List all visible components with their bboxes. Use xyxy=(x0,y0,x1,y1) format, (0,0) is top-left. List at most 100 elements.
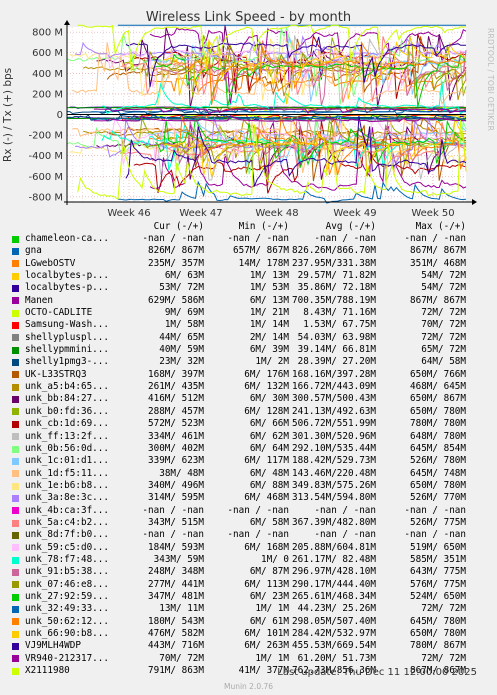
legend-avg-value: 237.95M/331.38M xyxy=(292,257,376,269)
legend-min-value: -nan / -nan xyxy=(227,504,289,516)
legend-avg-value: -nan / -nan xyxy=(314,504,376,516)
legend-swatch xyxy=(12,309,19,317)
legend-swatch xyxy=(12,519,19,527)
series-line xyxy=(149,121,467,191)
legend-swatch xyxy=(12,334,19,342)
legend-cur-value: 443M/ 716M xyxy=(148,640,204,652)
legend-avg-value: 143.46M/220.48M xyxy=(292,467,376,479)
legend-cur-value: 13M/ 11M xyxy=(159,603,204,615)
legend-series-name: unk_5a:c4:b2... xyxy=(25,516,109,528)
legend-avg-value: 28.39M/ 27.20M xyxy=(297,356,376,368)
legend-row: unk_91:b5:38... 248M/ 348M 6M/ 87M 296.97M/… xyxy=(12,566,492,578)
legend-cur-value: 1M/ 58M xyxy=(164,319,204,331)
legend-max-value: 65M/ 72M xyxy=(421,344,466,356)
legend-series-name: unk_0b:56:0d... xyxy=(25,442,109,454)
legend-cur-value: 791M/ 863M xyxy=(148,665,204,677)
legend-cur-value: 6M/ 63M xyxy=(164,270,204,282)
legend-swatch xyxy=(12,433,19,441)
legend-row: unk_1d:f5:11... 38M/ 48M 6M/ 48M 143.46M/22… xyxy=(12,468,492,480)
legend-avg-value: 284.42M/532.97M xyxy=(292,628,376,639)
legend-cur-value: 168M/ 397M xyxy=(148,368,204,380)
legend-swatch xyxy=(12,457,19,465)
legend-max-value: 650M/ 867M xyxy=(410,393,466,405)
legend-avg-value: 300.57M/500.43M xyxy=(292,393,376,405)
legend-max-value: -nan / -nan xyxy=(404,529,466,541)
series-line xyxy=(77,24,467,73)
legend-max-value: 64M/ 58M xyxy=(421,356,466,368)
legend-swatch xyxy=(12,568,19,576)
legend-min-value: 41M/ 377M xyxy=(238,665,289,677)
legend-min-value: 6M/ 39M xyxy=(249,344,289,356)
legend-avg-value: 261.17M/ 82.48M xyxy=(292,553,376,565)
legend-max-value: 576M/ 775M xyxy=(410,578,466,590)
legend-row: unk_ff:13:2f... 334M/ 461M 6M/ 62M 301.30M/… xyxy=(12,431,492,443)
legend-avg-value: 313.54M/594.80M xyxy=(292,492,376,504)
legend-min-value: 1M/ 53M xyxy=(249,282,289,294)
legend-swatch xyxy=(12,605,19,613)
legend-max-value: 54M/ 72M xyxy=(421,270,466,282)
legend-min-value: 6M/ 30M xyxy=(249,393,289,405)
legend-series-name: unk_66:90:b8... xyxy=(25,628,109,639)
legend-avg-value: 166.72M/443.09M xyxy=(292,381,376,393)
legend-series-name: unk_07:46:e8... xyxy=(25,578,109,590)
legend-min-value: 2M/ 14M xyxy=(249,331,289,343)
legend-row: LGwebOSTV 235M/ 357M 14M/ 178M 237.95M/331.… xyxy=(12,258,492,270)
x-tick-label: Week 49 xyxy=(333,208,376,219)
legend-swatch xyxy=(12,383,19,391)
legend-series-name: gna xyxy=(25,245,42,257)
legend-series-name: unk_ff:13:2f... xyxy=(25,430,109,442)
legend-row: unk_8d:7f:b0... -nan / -nan -nan / -nan -na… xyxy=(12,529,492,541)
legend-min-value: 6M/ 132M xyxy=(244,381,289,393)
series-line xyxy=(125,115,467,187)
legend-swatch xyxy=(12,494,19,502)
legend-series-name: unk_1e:b6:b8... xyxy=(25,479,109,491)
legend-row: shellypluspl... 44M/ 65M 2M/ 14M 54.03M/ 63… xyxy=(12,332,492,344)
legend-series-name: Samsung-Wash... xyxy=(25,319,109,331)
legend-series-name: OCTO-CADLITE xyxy=(25,307,93,319)
legend-series-name: unk_8d:7f:b0... xyxy=(25,529,109,541)
legend-row: unk_4b:ca:3f... -nan / -nan -nan / -nan -na… xyxy=(12,505,492,517)
legend-swatch xyxy=(12,297,19,305)
legend-row: unk_07:46:e8... 277M/ 441M 6M/ 113M 290.17M… xyxy=(12,579,492,591)
legend-min-value: -nan / -nan xyxy=(227,529,289,541)
y-tick-label: 800 M xyxy=(32,28,63,39)
legend-min-value: 6M/ 263M xyxy=(244,640,289,652)
legend-max-value: 519M/ 650M xyxy=(410,541,466,553)
legend-series-name: unk_b0:fd:36... xyxy=(25,405,109,417)
legend-min-value: 6M/ 468M xyxy=(244,492,289,504)
legend-cur-value: -nan / -nan xyxy=(142,233,204,244)
series-line xyxy=(147,36,467,102)
legend-row: unk_a5:b4:65... 261M/ 435M 6M/ 132M 166.72M… xyxy=(12,381,492,393)
legend-series-name: unk_4b:ca:3f... xyxy=(25,504,109,516)
legend-series-name: unk_3a:8e:3c... xyxy=(25,492,109,504)
legend-cur-value: 476M/ 582M xyxy=(148,628,204,639)
legend-cur-value: 314M/ 595M xyxy=(148,492,204,504)
series-line xyxy=(101,81,467,115)
legend-swatch xyxy=(12,248,19,256)
legend-cur-value: 343M/ 515M xyxy=(148,516,204,528)
legend-cur-value: 248M/ 348M xyxy=(148,566,204,578)
legend-max-value: 524M/ 650M xyxy=(410,590,466,602)
legend-series-name: shellypmmini... xyxy=(25,344,109,356)
legend-cur-value: 288M/ 457M xyxy=(148,405,204,417)
legend-row: UK-L33STRQ3 168M/ 397M 6M/ 176M 168.16M/397… xyxy=(12,369,492,381)
legend-max-value: 585M/ 351M xyxy=(410,553,466,565)
legend-min-value: 6M/ 23M xyxy=(249,590,289,602)
legend-cur-value: 235M/ 357M xyxy=(148,257,204,269)
legend-swatch xyxy=(12,507,19,515)
legend-min-value: 6M/ 61M xyxy=(249,615,289,627)
legend-max-value: 468M/ 645M xyxy=(410,381,466,393)
legend-row: localbytes-p... 53M/ 72M 1M/ 53M 35.86M/ 72… xyxy=(12,282,492,294)
legend-row: unk_66:90:b8... 476M/ 582M 6M/ 101M 284.42M… xyxy=(12,628,492,640)
legend-avg-value: 506.72M/551.99M xyxy=(292,418,376,430)
legend-swatch xyxy=(12,285,19,293)
legend-min-value: 6M/ 87M xyxy=(249,566,289,578)
legend-max-value: 54M/ 72M xyxy=(421,282,466,294)
legend-min-value: 6M/ 168M xyxy=(244,541,289,553)
legend-max-value: 650M/ 780M xyxy=(410,628,466,639)
legend-avg-value: 44.23M/ 25.26M xyxy=(297,603,376,615)
legend-cur-value: 572M/ 523M xyxy=(148,418,204,430)
legend-row: unk_1c:01:d1... 339M/ 623M 6M/ 117M 188.42M… xyxy=(12,455,492,467)
legend-avg-value: 188.42M/529.73M xyxy=(292,455,376,467)
legend-series-name: shellypluspl... xyxy=(25,331,109,343)
